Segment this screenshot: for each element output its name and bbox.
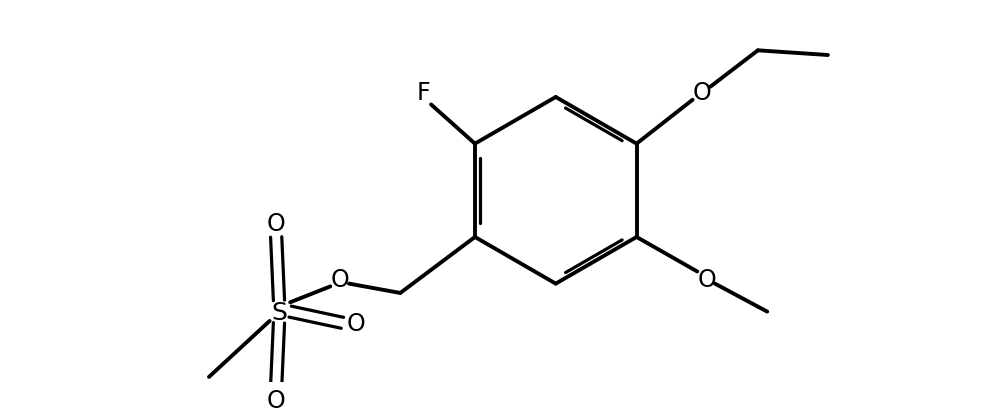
Text: O: O xyxy=(692,81,711,105)
Text: O: O xyxy=(267,388,286,409)
Text: O: O xyxy=(331,267,349,291)
Text: F: F xyxy=(417,81,430,105)
Text: O: O xyxy=(348,311,365,335)
Text: S: S xyxy=(271,300,287,324)
Text: O: O xyxy=(267,211,286,236)
Text: O: O xyxy=(697,267,716,291)
